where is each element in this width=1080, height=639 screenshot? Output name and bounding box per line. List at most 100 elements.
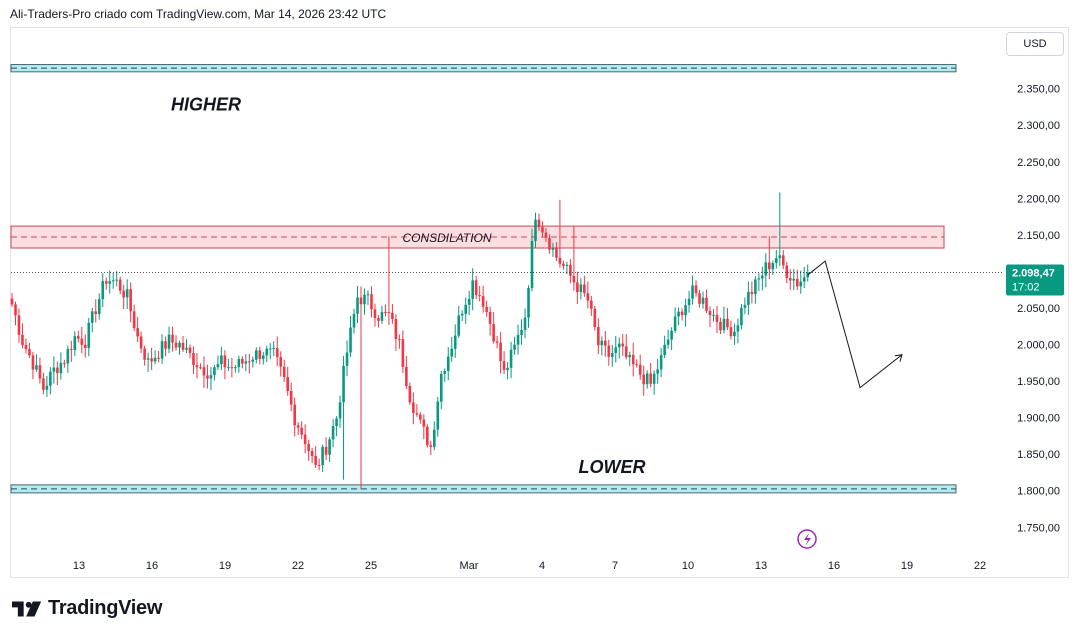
tradingview-logo-icon [12,601,42,616]
candle [562,260,565,270]
last-price-value: 2.098,47 [1012,268,1055,280]
candle-body [108,281,112,284]
candle [712,308,715,322]
candle [14,301,17,326]
candle-body [502,361,506,370]
candle-body [478,295,481,297]
candle-body [307,444,310,451]
candle [73,331,77,356]
candle [446,347,450,381]
candle-body [499,342,502,362]
candle-body [195,364,199,368]
candle-body [708,310,712,316]
candle [349,315,352,358]
candle [506,362,509,380]
candle-body [726,318,729,328]
x-tick-label: 19 [219,560,231,572]
candle [129,282,132,323]
candle-body [251,359,255,362]
candle [775,249,778,269]
candle-body [178,342,181,348]
candle [115,271,118,287]
candle [555,242,558,262]
candle-body [593,308,597,328]
candle-body [788,278,792,281]
candle [314,446,317,468]
candle [607,339,611,366]
candle [768,236,771,280]
candle [317,458,321,471]
lightning-icon-ring [797,529,817,549]
candle-body [293,404,296,426]
candle [422,414,426,440]
candle-body [213,367,216,376]
candle [136,316,139,343]
candle [750,281,754,304]
candle-body [370,294,373,310]
candle [541,221,544,238]
candle-body [209,375,213,379]
candle-body [565,264,569,266]
candle-body [28,349,31,356]
candle-body [38,365,42,379]
candle-body [234,367,237,369]
candle-body [520,329,523,335]
candle-body [705,297,708,311]
candle [565,261,569,275]
candle [520,319,523,345]
candle-body [70,349,73,351]
candle [656,358,659,385]
candle-body [129,289,132,312]
candle [139,331,143,354]
candle-body [303,434,307,445]
candle [293,397,296,437]
candle [729,320,733,340]
y-tick-label: 2.050,00 [1017,303,1060,315]
candle [56,361,59,386]
candle-body [17,315,21,335]
candle [597,318,600,355]
candle [24,338,28,354]
candle-body [345,352,349,366]
y-tick-label: 1.850,00 [1017,449,1060,461]
candle [237,355,241,373]
candle-body [617,343,621,348]
candle [621,333,625,356]
candle-body [122,290,125,298]
y-tick-label: 2.350,00 [1017,84,1060,96]
candle [87,317,91,357]
candle [286,366,290,396]
candle-body [394,319,398,340]
candle [258,346,262,365]
candle [223,350,227,380]
candle-body [691,285,694,299]
candle [275,336,279,367]
candle [31,351,35,380]
last-price-countdown: 17:02 [1012,282,1040,294]
candle [265,345,269,362]
currency-button[interactable]: USD [1006,32,1064,56]
candle-body [258,350,262,359]
candle-body [586,293,590,301]
candle [586,281,590,309]
y-tick-label: 2.150,00 [1017,230,1060,242]
candle-body [614,347,618,354]
time-axis: 13 16 19 22 25 Mar 4 7 10 13 16 19 22 [73,560,986,572]
candle [659,348,663,378]
candle [192,346,195,375]
candle [747,281,750,315]
candle [408,382,412,405]
zone-label-consdilation: CONSDILATION [402,231,491,245]
candle [649,363,652,388]
y-tick-label: 2.200,00 [1017,193,1060,205]
y-tick-label: 1.900,00 [1017,413,1060,425]
candle [373,303,377,327]
candle [492,312,495,344]
chart-frame [10,27,1069,578]
candle [321,444,324,473]
candle-body [481,296,485,307]
candle [42,372,45,395]
candle-body [125,289,129,298]
candle [694,280,698,297]
